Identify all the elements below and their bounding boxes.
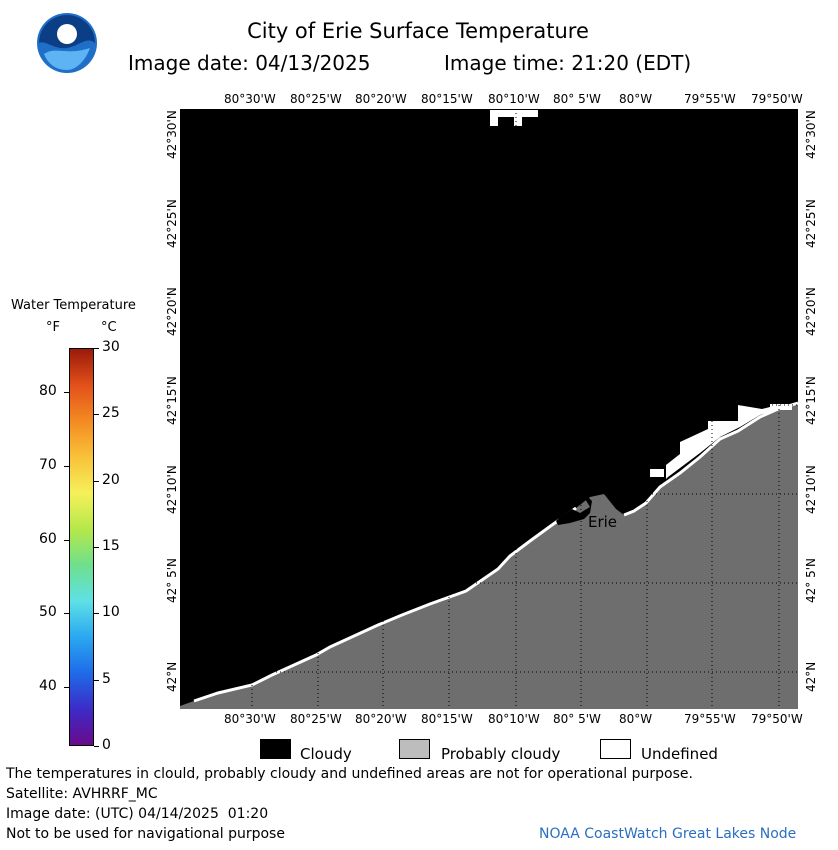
longitude-tick-label: 80°10'W xyxy=(488,712,540,726)
celsius-tick-mark xyxy=(94,547,99,548)
longitude-tick-label: 80°W xyxy=(619,92,653,106)
latitude-tick-label: 42°25'N xyxy=(804,199,818,248)
noaa-logo xyxy=(36,12,98,74)
celsius-tick-label: 15 xyxy=(102,538,120,554)
legend-swatch-cloudy xyxy=(260,739,291,759)
fahrenheit-tick-mark xyxy=(64,392,69,394)
longitude-tick-label: 80°W xyxy=(619,712,653,726)
celsius-tick-mark xyxy=(94,746,99,747)
latitude-tick-label: 42°20'N xyxy=(804,287,818,336)
longitude-tick-label: 80°15'W xyxy=(421,92,473,106)
legend-label-undefined: Undefined xyxy=(641,745,718,763)
latitude-tick-label: 42°15'N xyxy=(165,376,179,425)
unit-fahrenheit: °F xyxy=(46,320,60,335)
page-title: City of Erie Surface Temperature xyxy=(247,19,589,43)
legend-swatch-probably-cloudy xyxy=(399,739,430,759)
undefined-patches xyxy=(490,110,792,479)
legend-swatch-undefined xyxy=(600,739,631,759)
latitude-tick-label: 42°30'N xyxy=(165,110,179,159)
latitude-tick-label: 42°10'N xyxy=(804,465,818,514)
latitude-tick-label: 42° 5'N xyxy=(804,558,818,603)
celsius-tick-label: 20 xyxy=(102,471,120,488)
latitude-tick-label: 42°30'N xyxy=(804,110,818,159)
navigation-warning: Not to be used for navigational purpose xyxy=(6,826,285,842)
latitude-tick-label: 42°N xyxy=(165,661,179,692)
color-scale-title: Water Temperature xyxy=(11,298,136,313)
fahrenheit-tick-label: 40 xyxy=(39,678,57,695)
longitude-tick-label: 79°50'W xyxy=(751,92,803,106)
celsius-tick-label: 5 xyxy=(102,670,111,687)
fahrenheit-tick-mark xyxy=(64,687,69,689)
fahrenheit-tick-label: 50 xyxy=(39,604,57,621)
credit-text: NOAA CoastWatch Great Lakes Node xyxy=(539,826,797,842)
longitude-tick-label: 80°30'W xyxy=(224,92,276,106)
latitude-tick-label: 42°20'N xyxy=(165,287,179,336)
celsius-tick-label: 30 xyxy=(102,339,120,355)
longitude-tick-label: 80°15'W xyxy=(421,712,473,726)
celsius-tick-mark xyxy=(94,348,99,349)
latitude-tick-label: 42° 5'N xyxy=(165,558,179,603)
legend-label-cloudy: Cloudy xyxy=(300,745,352,763)
legend-label-probably-cloudy: Probably cloudy xyxy=(441,745,561,763)
fahrenheit-tick-label: 70 xyxy=(39,456,57,473)
celsius-tick-mark xyxy=(94,679,99,681)
celsius-tick-mark xyxy=(94,613,99,615)
temperature-map: Erie xyxy=(180,109,798,709)
latitude-tick-label: 42°10'N xyxy=(165,465,179,514)
utc-date-text: Image date: (UTC) 04/14/2025 01:20 xyxy=(6,806,269,822)
longitude-tick-label: 80°20'W xyxy=(355,712,407,726)
disclaimer-text: The temperatures in clould, probably clo… xyxy=(6,766,693,782)
longitude-tick-label: 80°30'W xyxy=(224,712,276,726)
longitude-tick-label: 80°10'W xyxy=(488,92,540,106)
fahrenheit-tick-mark xyxy=(64,613,69,615)
satellite-text: Satellite: AVHRRF_MC xyxy=(6,786,158,802)
longitude-tick-label: 80° 5'W xyxy=(553,712,601,726)
probably-cloudy-land xyxy=(180,403,798,709)
graticule xyxy=(180,109,798,709)
celsius-tick-label: 10 xyxy=(102,604,120,621)
celsius-tick-mark xyxy=(94,414,99,416)
unit-celsius: °C xyxy=(101,320,117,335)
celsius-tick-label: 0 xyxy=(102,737,111,753)
fahrenheit-tick-mark xyxy=(64,539,69,541)
latitude-tick-label: 42°N xyxy=(804,661,818,692)
erie-city-marker xyxy=(556,487,592,525)
fahrenheit-tick-label: 80 xyxy=(39,383,57,400)
latitude-tick-label: 42°25'N xyxy=(165,199,179,248)
erie-city-label: Erie xyxy=(588,513,617,531)
image-date-label: Image date: 04/13/2025 xyxy=(128,51,371,75)
longitude-tick-label: 80° 5'W xyxy=(553,92,601,106)
color-scale-bar xyxy=(69,348,94,746)
noaa-logo-icon xyxy=(37,13,97,73)
longitude-tick-label: 79°55'W xyxy=(684,92,736,106)
shoreline-white-edge-east xyxy=(623,401,798,517)
latitude-tick-label: 42°15'N xyxy=(804,376,818,425)
longitude-tick-label: 80°25'W xyxy=(290,92,342,106)
fahrenheit-tick-mark xyxy=(64,465,69,467)
longitude-tick-label: 79°50'W xyxy=(751,712,803,726)
shoreline-white-edge xyxy=(193,506,577,703)
celsius-tick-label: 25 xyxy=(102,405,120,422)
longitude-tick-label: 80°20'W xyxy=(355,92,407,106)
celsius-tick-mark xyxy=(94,480,99,482)
longitude-tick-label: 79°55'W xyxy=(684,712,736,726)
longitude-tick-label: 80°25'W xyxy=(290,712,342,726)
fahrenheit-tick-label: 60 xyxy=(39,530,57,547)
image-time-label: Image time: 21:20 (EDT) xyxy=(444,51,692,75)
